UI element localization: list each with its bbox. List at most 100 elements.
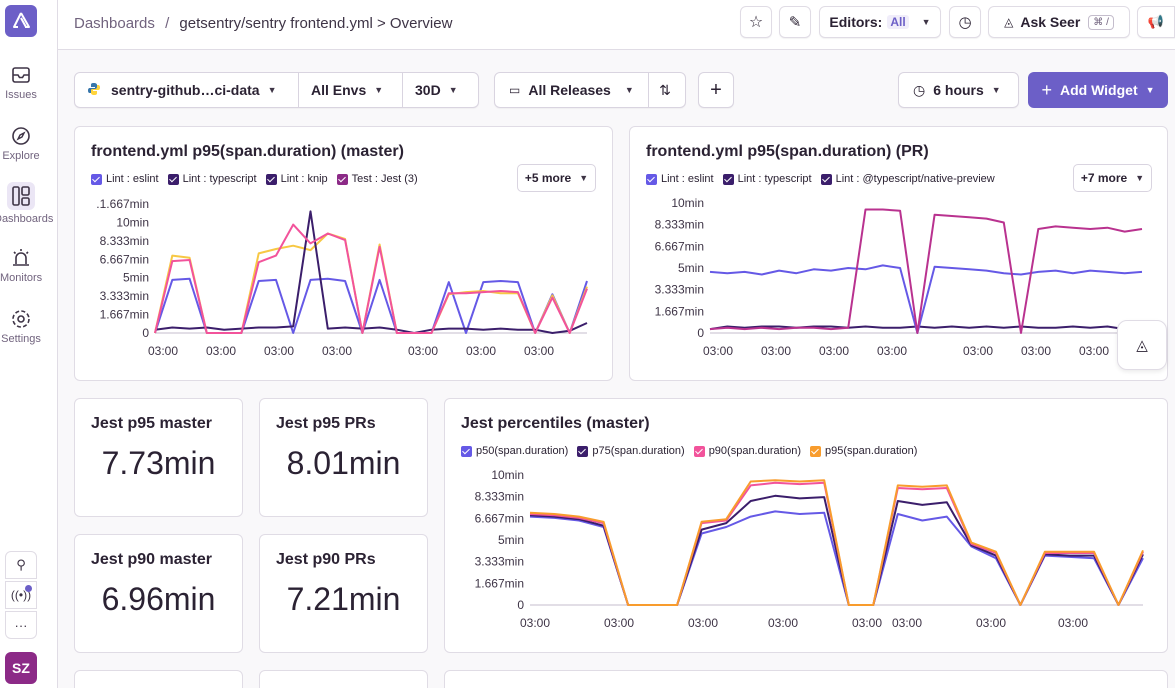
series-line[interactable] (709, 325, 1143, 331)
legend-item[interactable]: Lint : eslint (646, 173, 714, 185)
sort-button[interactable]: ⇅ (649, 73, 685, 107)
series-line[interactable] (154, 223, 588, 334)
chevron-down-icon: ▼ (624, 85, 634, 95)
x-tick-label: 03:00 (466, 344, 496, 358)
widget-partial[interactable] (444, 670, 1168, 688)
project-selector[interactable]: sentry-github…ci-data ▼ (75, 73, 299, 107)
y-tick-label: 8.333min (655, 218, 704, 232)
history-button[interactable]: ◷ (949, 6, 981, 38)
legend-item[interactable]: p50(span.duration) (461, 445, 568, 457)
series-line[interactable] (709, 264, 1143, 334)
series-line[interactable] (709, 208, 1143, 334)
megaphone-icon: 📢 (1147, 14, 1165, 29)
widget-title: Jest percentiles (master) (461, 415, 650, 432)
x-tick-label: 03:00 (148, 344, 178, 358)
widget-pr-span-duration[interactable]: frontend.yml p95(span.duration) (PR) Lin… (629, 126, 1168, 381)
x-tick-label: 03:00 (1079, 344, 1109, 358)
seer-floating-button[interactable]: ◬ (1117, 320, 1167, 370)
widget-jest-percentiles[interactable]: Jest percentiles (master) p50(span.durat… (444, 398, 1168, 653)
legend-item[interactable]: Lint : knip (265, 173, 328, 185)
sidebar: Issues Explore Dashboards Monitors Setti… (0, 0, 58, 688)
legend-item[interactable]: Lint : @typescript/native-preview (820, 173, 995, 185)
keyboard-shortcut: ⌘ / (1088, 14, 1114, 30)
environment-selector[interactable]: All Envs ▼ (299, 73, 403, 107)
line-chart[interactable]: 10min 8.333min 6.667min 5min 3.333min 1.667mi… (445, 459, 1169, 654)
line-chart[interactable]: .1.667min 10min 8.333min 6.667min 5min 3.333m… (75, 187, 614, 382)
stat-widget-jest-p95-master[interactable]: Jest p95 master 7.73min (74, 398, 243, 517)
plus-icon: + (1041, 79, 1052, 100)
series-line[interactable] (529, 479, 1144, 606)
series-line[interactable] (154, 232, 588, 334)
megaphone-button[interactable]: 📢 (1137, 6, 1175, 38)
big-number: 7.73min (101, 445, 216, 481)
release-selector[interactable]: ▭ All Releases ▼ (495, 73, 650, 107)
widget-title: frontend.yml p95(span.duration) (master) (91, 143, 404, 160)
chart-legend: Lint : eslint Lint : typescript Lint : @… (646, 173, 1004, 185)
series-line[interactable] (154, 210, 588, 334)
legend-item[interactable]: p90(span.duration) (693, 445, 801, 457)
sidebar-item-issues[interactable]: Issues (0, 64, 42, 101)
chevron-down-icon: ▼ (1145, 85, 1155, 95)
legend-item[interactable]: Lint : typescript (722, 173, 812, 185)
series-line[interactable] (529, 510, 1144, 606)
interval-label: 6 hours (933, 82, 984, 98)
y-tick-label: 1.667min (100, 308, 149, 322)
x-tick-label: 03:00 (520, 616, 550, 630)
ask-seer-label: Ask Seer (1020, 14, 1081, 30)
star-button[interactable]: ☆ (740, 6, 772, 38)
x-tick-label: 03:00 (604, 616, 634, 630)
gear-icon (10, 308, 32, 330)
breadcrumb-root[interactable]: Dashboards (74, 15, 155, 32)
broadcast-button[interactable]: ((•)) (5, 581, 37, 609)
search-button[interactable]: ⚲ (5, 551, 37, 579)
python-icon (87, 82, 101, 99)
legend-item[interactable]: Lint : typescript (167, 173, 257, 185)
big-number: 6.96min (101, 581, 216, 617)
seer-icon: ◬ (1004, 15, 1014, 29)
chart-legend: Lint : eslint Lint : typescript Lint : k… (91, 173, 427, 185)
y-tick-label: 10min (491, 468, 524, 482)
x-tick-label: 03:00 (322, 344, 352, 358)
environment-label: All Envs (311, 82, 367, 98)
stat-widget-jest-p95-prs[interactable]: Jest p95 PRs 8.01min (259, 398, 428, 517)
widget-master-span-duration[interactable]: frontend.yml p95(span.duration) (master)… (74, 126, 613, 381)
widget-partial[interactable] (74, 670, 243, 688)
legend-item[interactable]: p75(span.duration) (577, 445, 685, 457)
sentry-logo-icon[interactable] (5, 5, 37, 37)
sidebar-item-dashboards[interactable]: Dashboards (0, 182, 53, 225)
edit-button[interactable]: ✎ (779, 6, 811, 38)
more-legend-button[interactable]: +5 more ▼ (517, 164, 596, 192)
stat-widget-jest-p90-master[interactable]: Jest p90 master 6.96min (74, 534, 243, 653)
widget-title: frontend.yml p95(span.duration) (PR) (646, 143, 929, 160)
add-widget-button[interactable]: + Add Widget ▼ (1028, 72, 1168, 108)
y-tick-label: 3.333min (100, 289, 149, 303)
y-tick-label: 0 (517, 598, 524, 612)
legend-item[interactable]: Lint : eslint (91, 173, 159, 185)
project-label: sentry-github…ci-data (111, 82, 260, 98)
legend-item[interactable]: Test : Jest (3) (336, 173, 418, 185)
breadcrumb-separator: / (165, 15, 170, 32)
sidebar-item-monitors[interactable]: Monitors (0, 247, 42, 284)
chevron-down-icon: ▼ (921, 17, 931, 27)
ask-seer-button[interactable]: ◬ Ask Seer ⌘ / (988, 6, 1130, 38)
dashboard-icon (7, 182, 35, 210)
interval-selector[interactable]: ◷ 6 hours ▼ (898, 72, 1019, 108)
y-tick-label: 5min (678, 261, 704, 275)
avatar[interactable]: SZ (5, 652, 37, 684)
date-range-selector[interactable]: 30D ▼ (403, 73, 478, 107)
sidebar-item-explore[interactable]: Explore (0, 125, 42, 162)
editors-dropdown[interactable]: Editors: All ▼ (819, 6, 941, 38)
y-tick-label: 6.667min (100, 252, 149, 266)
widget-partial[interactable] (259, 670, 428, 688)
sidebar-item-settings[interactable]: Settings (0, 308, 42, 345)
ellipsis-icon: ··· (14, 617, 28, 633)
stat-widget-jest-p90-prs[interactable]: Jest p90 PRs 7.21min (259, 534, 428, 653)
x-tick-label: 03:00 (976, 616, 1006, 630)
more-button[interactable]: ··· (5, 611, 37, 639)
more-legend-button[interactable]: +7 more ▼ (1073, 164, 1152, 192)
clock-icon: ◷ (913, 81, 926, 98)
add-filter-button[interactable]: + (698, 72, 734, 108)
line-chart[interactable]: 10min 8.333min 6.667min 5min 3.333min 1.667mi… (630, 187, 1169, 382)
legend-item[interactable]: p95(span.duration) (810, 445, 917, 457)
y-tick-label: 6.667min (475, 511, 524, 525)
